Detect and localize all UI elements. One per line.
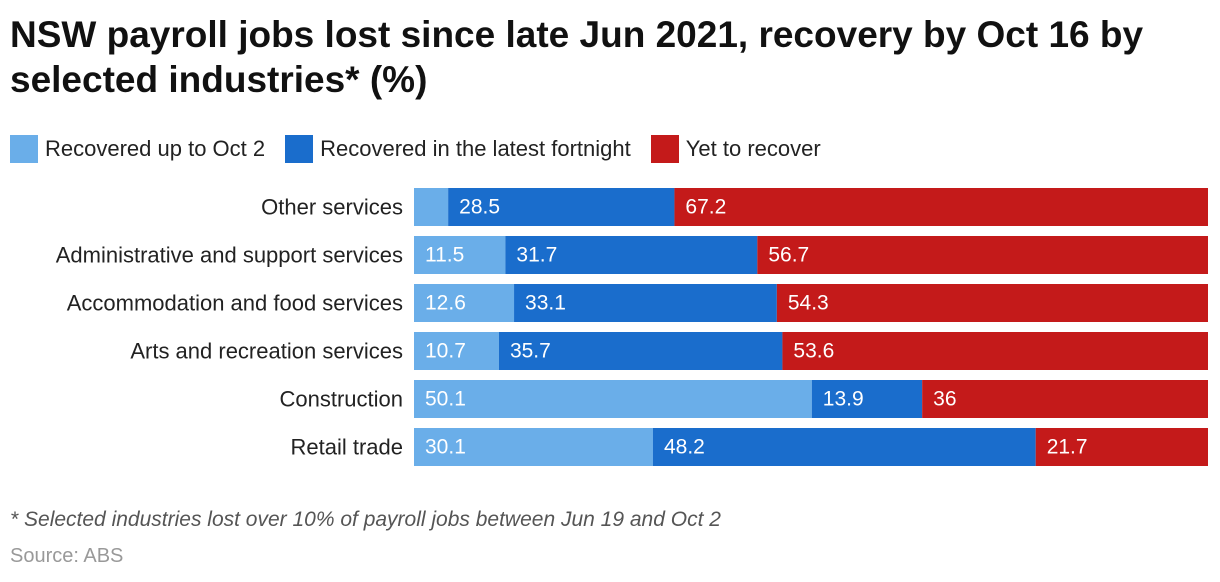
value-label-yet-to-recover-accommodation-and-food-services: 54.3 [788,292,829,315]
value-label-recovered-fortnight-construction: 13.9 [823,388,864,411]
legend-swatch-recovered-fortnight [285,135,314,163]
bar-yet-to-recover-accommodation-and-food-services [776,284,1208,322]
bar-yet-to-recover-arts-and-recreation-services [782,332,1208,370]
value-label-recovered-fortnight-arts-and-recreation-services: 35.7 [510,340,551,363]
value-label-recovered-oct2-accommodation-and-food-services: 12.6 [425,292,466,315]
stacked-bar-chart: Other services 28.5 67.2 Administrative and… [56,188,1208,466]
bar-recovered-fortnight-accommodation-and-food-services [514,284,777,322]
value-label-recovered-oct2-retail-trade: 30.1 [425,436,466,459]
bar-recovered-oct2-other-services [414,188,449,226]
legend: Recovered up to Oct 2 Recovered in the l… [10,134,841,164]
value-label-recovered-fortnight-administrative-and-support-services: 31.7 [516,244,557,267]
chart-title: NSW payroll jobs lost since late Jun 202… [10,14,1144,100]
bar-yet-to-recover-other-services [674,188,1208,226]
value-label-recovered-oct2-administrative-and-support-services: 11.5 [425,244,464,267]
legend-label-yet-to-recover: Yet to recover [685,136,821,161]
category-label-arts-and-recreation-services: Arts and recreation services [130,339,403,364]
legend-swatch-yet-to-recover [650,135,679,163]
source-note: Source: ABS [10,545,124,567]
value-label-yet-to-recover-retail-trade: 21.7 [1047,436,1088,459]
bar-recovered-oct2-accommodation-and-food-services [414,284,515,322]
value-label-yet-to-recover-administrative-and-support-services: 56.7 [768,244,809,267]
bar-recovered-oct2-retail-trade [414,428,653,466]
legend-item-yet-to-recover: Yet to recover [650,135,821,163]
value-label-yet-to-recover-construction: 36 [933,388,956,411]
bar-recovered-oct2-arts-and-recreation-services [414,332,499,370]
category-label-retail-trade: Retail trade [290,435,403,460]
value-label-recovered-fortnight-retail-trade: 48.2 [664,436,705,459]
value-label-yet-to-recover-arts-and-recreation-services: 53.6 [793,340,834,363]
legend-swatch-recovered-oct2 [10,135,38,163]
footnote: * Selected industries lost over 10% of p… [10,508,721,531]
value-label-recovered-oct2-arts-and-recreation-services: 10.7 [425,340,466,363]
value-label-recovered-fortnight-other-services: 28.5 [459,196,500,219]
legend-item-recovered-fortnight: Recovered in the latest fortnight [285,135,631,163]
bar-recovered-fortnight-construction [811,380,923,418]
legend-label-recovered-fortnight: Recovered in the latest fortnight [320,136,631,161]
value-label-yet-to-recover-other-services: 67.2 [685,196,726,219]
bar-yet-to-recover-retail-trade [1035,428,1208,466]
bar-recovered-fortnight-retail-trade [652,428,1036,466]
bar-yet-to-recover-construction [922,380,1208,418]
legend-label-recovered-oct2: Recovered up to Oct 2 [45,136,266,161]
bar-recovered-fortnight-other-services [448,188,675,226]
bar-recovered-oct2-administrative-and-support-services [414,236,506,274]
category-label-accommodation-and-food-services: Accommodation and food services [67,291,403,316]
bar-yet-to-recover-administrative-and-support-services [757,236,1208,274]
category-label-administrative-and-support-services: Administrative and support services [56,243,403,268]
category-label-other-services: Other services [261,195,403,220]
bar-recovered-fortnight-arts-and-recreation-services [498,332,783,370]
bar-recovered-oct2-construction [414,380,812,418]
category-label-construction: Construction [279,387,403,412]
value-label-recovered-fortnight-accommodation-and-food-services: 33.1 [525,292,566,315]
value-label-recovered-oct2-construction: 50.1 [425,388,466,411]
legend-item-recovered-oct2: Recovered up to Oct 2 [10,135,265,163]
bar-recovered-fortnight-administrative-and-support-services [505,236,758,274]
